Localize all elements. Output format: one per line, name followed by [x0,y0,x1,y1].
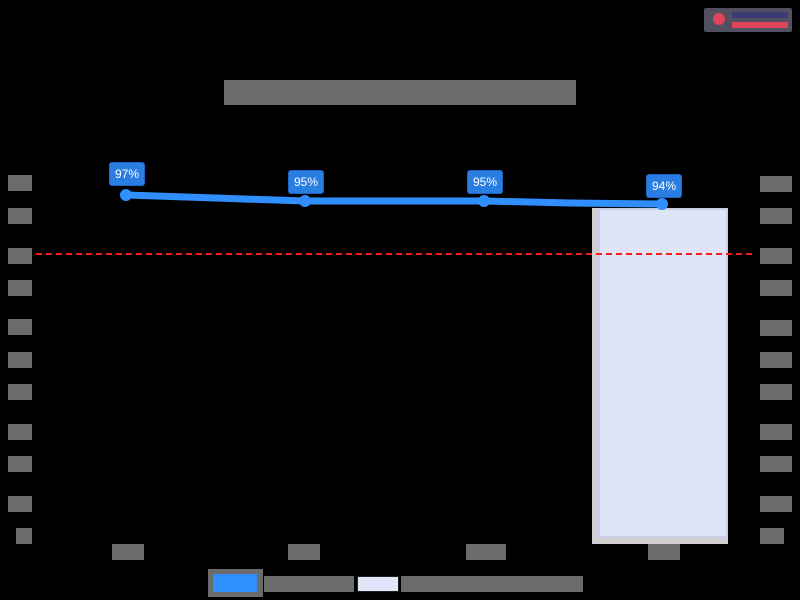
chart-title: [redacted chart title] [224,80,576,105]
x-tick: [cat 3] [466,544,506,560]
x-tick: [cat 2] [288,544,320,560]
right-tick: [r4] [760,384,792,400]
data-point[interactable] [478,195,490,207]
logo-mark-icon [713,13,725,25]
legend-bar-label[interactable]: [bar series legend] [401,576,583,592]
right-tick: [r1] [760,496,792,512]
reference-line [36,253,752,255]
right-tick: [r0] [760,528,784,544]
left-tick: 20% [8,456,32,472]
data-label: 95% [288,170,325,194]
right-tick: [r3] [760,424,792,440]
left-tick: 50% [8,352,32,368]
right-tick: [r8] [760,248,792,264]
left-tick: 90% [8,208,32,224]
right-tick: [r7] [760,280,792,296]
left-tick: 0% [16,528,32,544]
right-tick: [r10] [760,176,792,192]
logo-text-top [732,12,788,18]
x-tick: [cat 1] [112,544,144,560]
brand-logo [704,8,792,32]
legend-bar-swatch[interactable] [357,576,399,592]
data-point[interactable] [656,198,668,210]
left-tick: 40% [8,384,32,400]
right-tick: [r5] [760,352,792,368]
right-tick: [r9] [760,208,792,224]
data-label: 97% [109,162,146,186]
bar-cat-4[interactable] [598,208,728,538]
left-tick: 80% [8,248,32,264]
left-tick: 60% [8,319,32,335]
x-tick: [cat 4] [648,544,680,560]
legend-line-label[interactable]: [line series legend] [264,576,354,592]
left-tick: 100% [8,175,32,191]
left-tick: 70% [8,280,32,296]
data-point[interactable] [120,189,132,201]
data-point[interactable] [299,195,311,207]
right-tick: [r2] [760,456,792,472]
right-tick: [r6] [760,320,792,336]
left-tick: 10% [8,496,32,512]
logo-text-bottom [732,22,788,28]
left-tick: 30% [8,424,32,440]
data-label: 94% [646,174,683,198]
legend-line-swatch[interactable] [208,569,263,597]
data-label: 95% [467,170,504,194]
